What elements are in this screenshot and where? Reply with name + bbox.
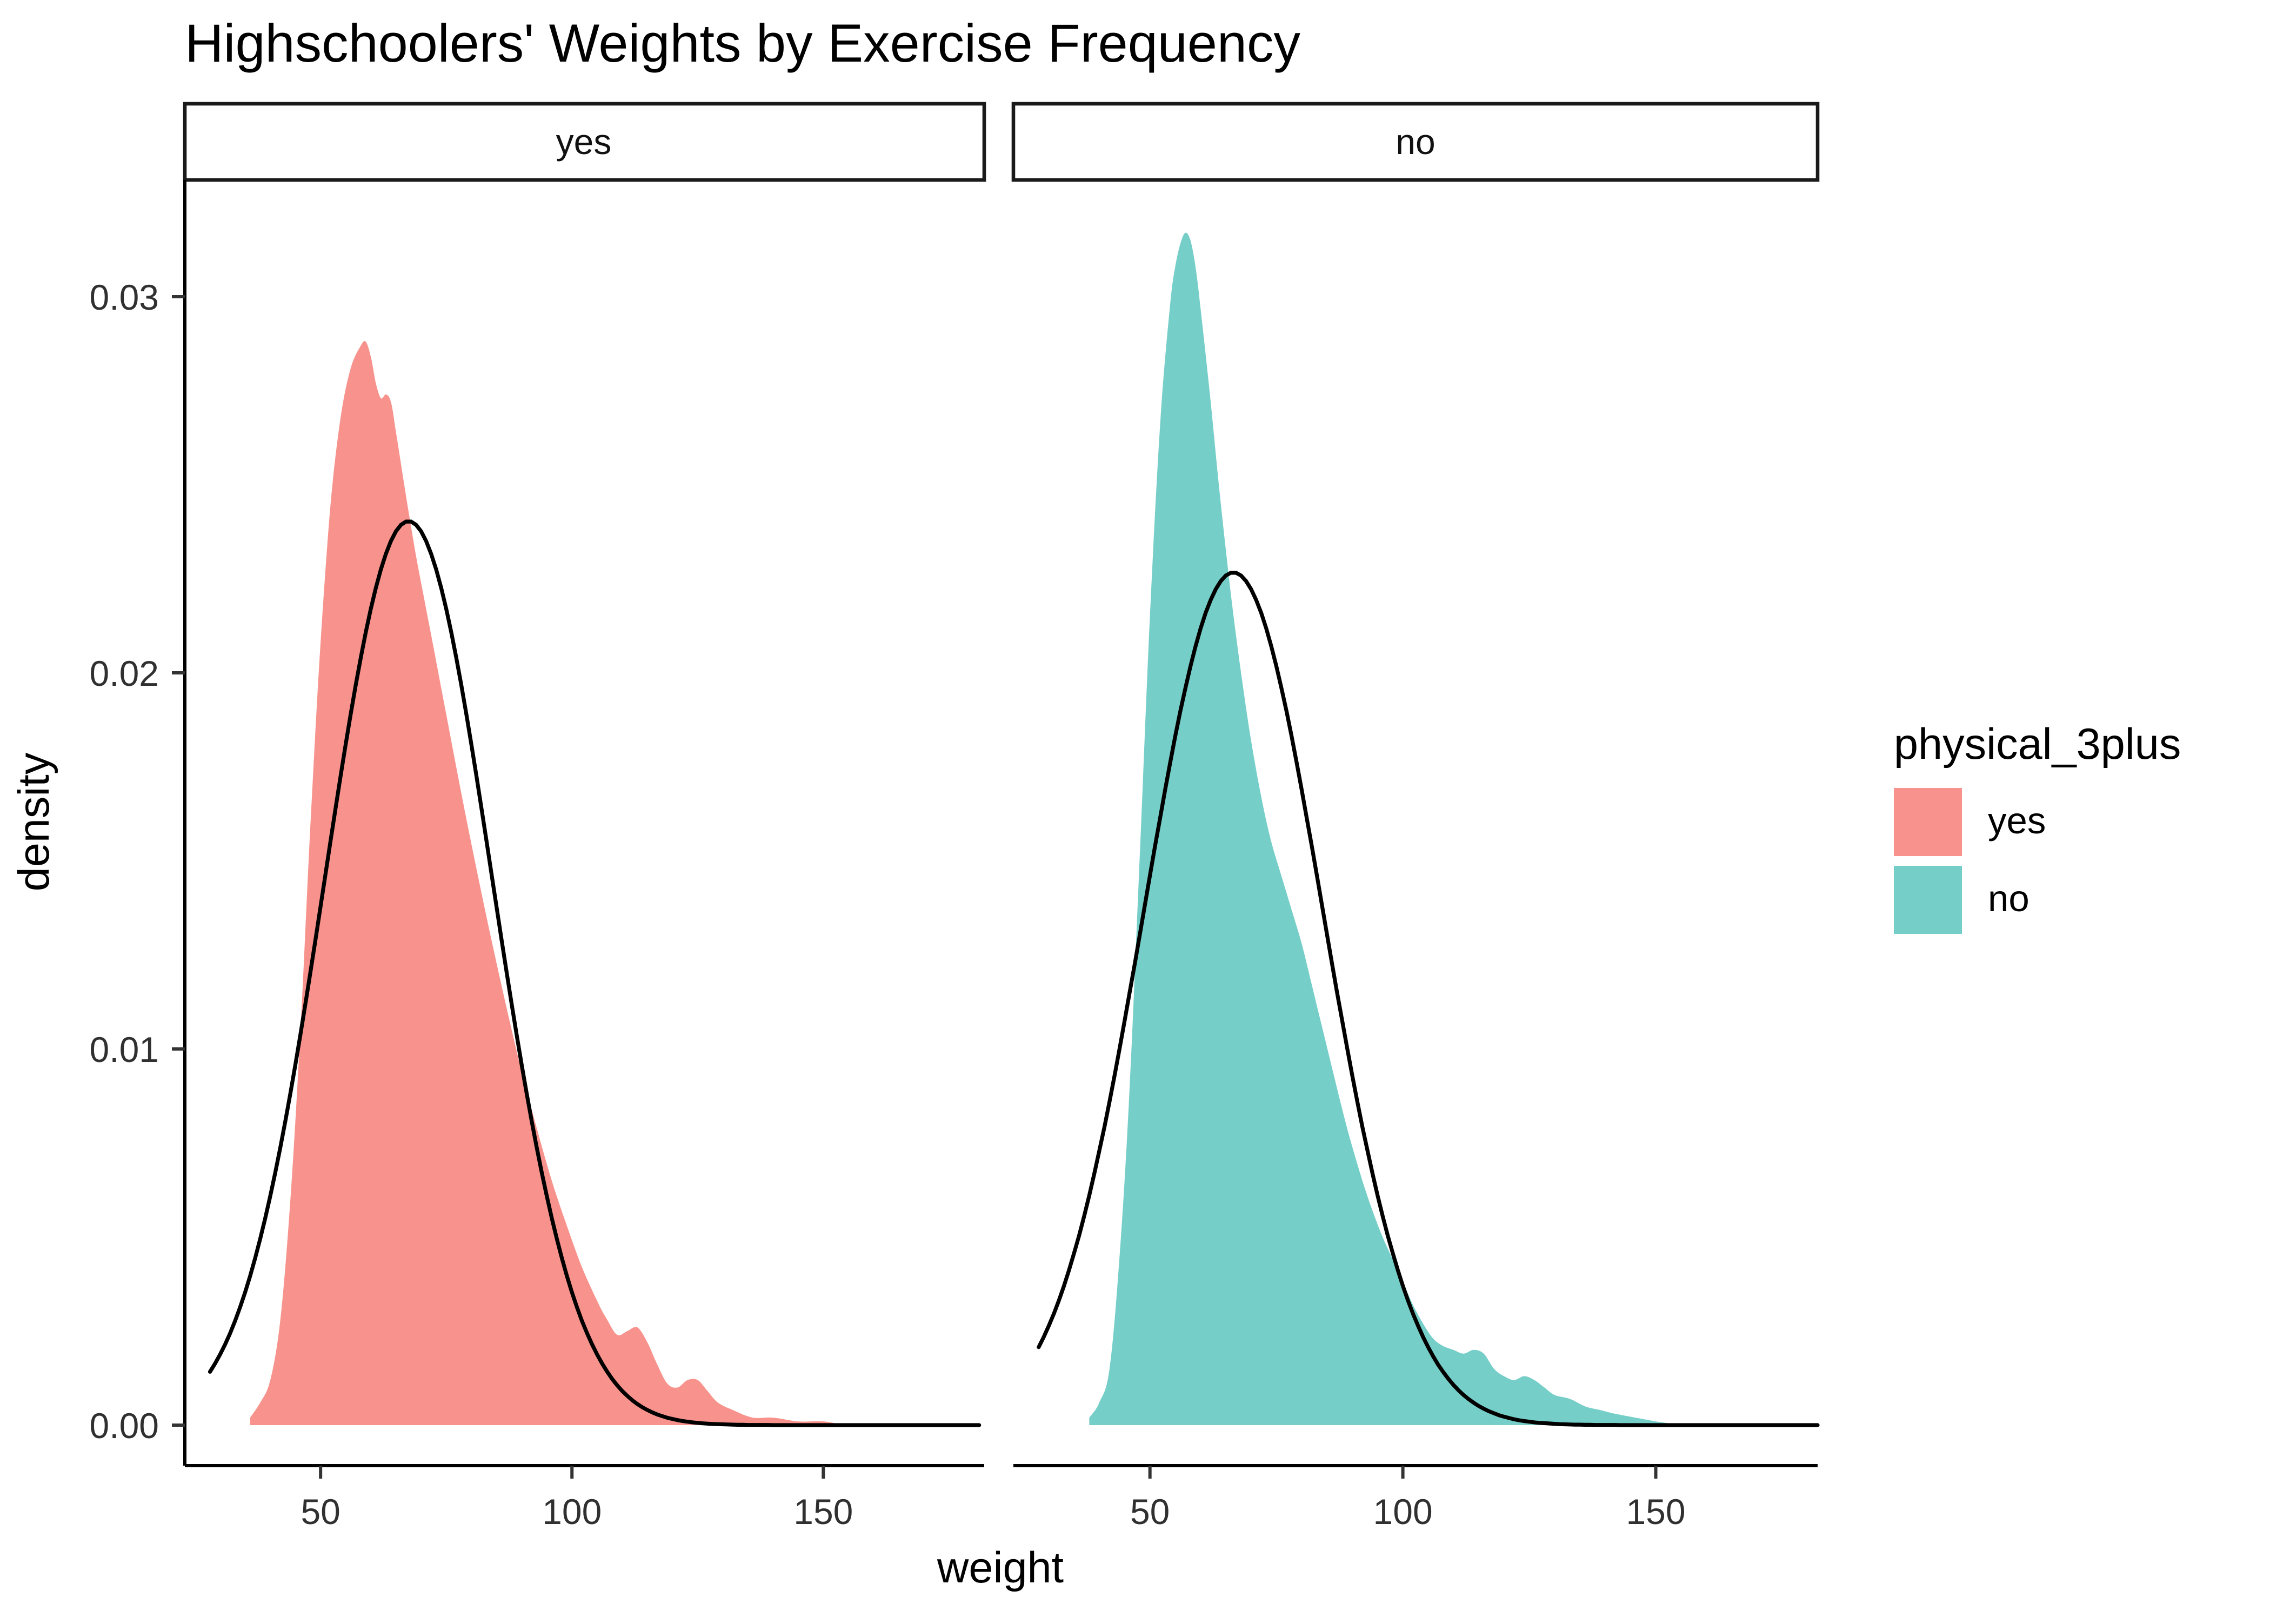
y-axis-label: density: [10, 752, 58, 891]
legend: physical_3plus yes no: [1894, 720, 2181, 934]
axes-layer: 0.00 0.01 0.02 0.03 50 100 150 50 100 150: [90, 180, 1818, 1532]
normal-curve-no: [1037, 571, 1820, 1427]
legend-title: physical_3plus: [1894, 720, 2181, 768]
x-tick-label: 100: [542, 1492, 602, 1532]
facet-strip-box-yes: [183, 102, 986, 182]
y-tick-label: 0.02: [90, 653, 159, 693]
facet-strip-no: no: [1011, 102, 1820, 182]
legend-swatch-yes: [1894, 788, 1962, 856]
facet-strip-label-yes: yes: [556, 122, 612, 162]
panel-yes: [208, 340, 982, 1427]
density-area-yes: [250, 340, 844, 1426]
x-tick-label: 100: [1373, 1492, 1433, 1532]
facet-strip-box-no: [1011, 102, 1820, 182]
x-axis-label: weight: [937, 1543, 1064, 1592]
y-tick-label: 0.00: [90, 1406, 159, 1446]
chart-title: Highschoolers' Weights by Exercise Frequ…: [185, 13, 1300, 73]
panel-no: [1037, 232, 1820, 1427]
y-tick-label: 0.01: [90, 1030, 159, 1070]
y-tick-label: 0.03: [90, 277, 159, 317]
legend-swatch-no: [1894, 866, 1962, 934]
normal-curve-yes: [208, 519, 982, 1427]
legend-label-yes: yes: [1988, 800, 2046, 841]
x-tick-label: 50: [301, 1492, 340, 1532]
facet-strip-yes: yes: [183, 102, 986, 182]
legend-label-no: no: [1988, 878, 2029, 919]
x-tick-label: 150: [793, 1492, 853, 1532]
density-area-no: [1089, 232, 1681, 1426]
facet-strip-label-no: no: [1396, 122, 1435, 162]
x-tick-label: 150: [1626, 1492, 1685, 1532]
x-tick-label: 50: [1130, 1492, 1170, 1532]
